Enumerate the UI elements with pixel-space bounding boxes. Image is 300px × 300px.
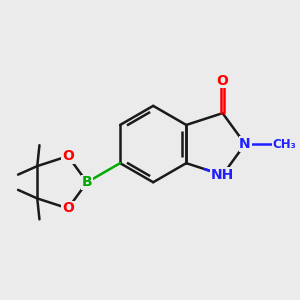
Text: O: O (62, 201, 74, 215)
Text: N: N (239, 137, 251, 151)
Text: B: B (82, 175, 92, 189)
Text: O: O (217, 74, 229, 88)
Text: O: O (62, 149, 74, 163)
Text: NH: NH (211, 168, 234, 182)
Text: CH₃: CH₃ (272, 138, 296, 151)
